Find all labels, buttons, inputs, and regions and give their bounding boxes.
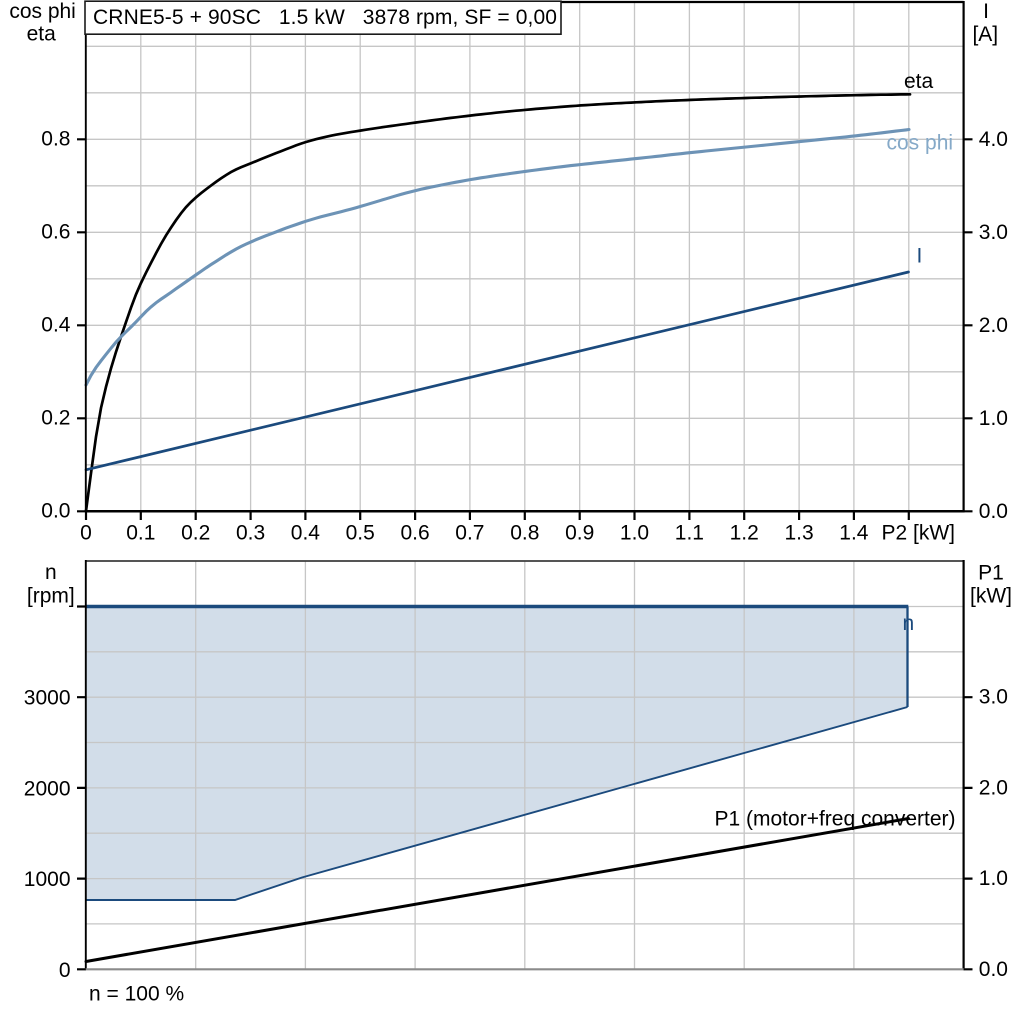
svg-text:0.7: 0.7 <box>455 521 484 544</box>
svg-text:2.0: 2.0 <box>979 776 1008 799</box>
svg-text:[kW]: [kW] <box>970 585 1012 608</box>
svg-text:1000: 1000 <box>24 868 71 891</box>
svg-text:[A]: [A] <box>972 23 998 46</box>
svg-text:0.9: 0.9 <box>565 521 594 544</box>
svg-text:0: 0 <box>80 521 92 544</box>
svg-text:0.8: 0.8 <box>510 521 539 544</box>
svg-text:0.6: 0.6 <box>400 521 429 544</box>
svg-text:P2 [kW]: P2 [kW] <box>882 521 956 544</box>
svg-text:0.2: 0.2 <box>181 521 210 544</box>
svg-text:2000: 2000 <box>24 777 71 800</box>
svg-text:n = 100 %: n = 100 % <box>89 983 184 1006</box>
svg-text:P1 (motor+freq converter): P1 (motor+freq converter) <box>715 808 956 831</box>
svg-text:0.8: 0.8 <box>41 128 70 151</box>
svg-text:[rpm]: [rpm] <box>27 584 75 607</box>
svg-text:0: 0 <box>59 959 71 982</box>
svg-text:3.0: 3.0 <box>979 221 1008 244</box>
svg-text:n: n <box>903 612 915 635</box>
svg-text:n: n <box>45 561 57 584</box>
svg-text:P1: P1 <box>978 562 1004 585</box>
svg-text:1.0: 1.0 <box>620 521 649 544</box>
svg-text:0.4: 0.4 <box>41 314 71 337</box>
svg-text:1.3: 1.3 <box>784 521 813 544</box>
svg-text:0.1: 0.1 <box>126 521 155 544</box>
svg-text:eta: eta <box>27 22 57 45</box>
svg-text:4.0: 4.0 <box>979 128 1008 151</box>
svg-text:I: I <box>917 245 923 268</box>
svg-text:1.4: 1.4 <box>839 521 869 544</box>
svg-text:3.0: 3.0 <box>979 686 1008 709</box>
svg-text:0.6: 0.6 <box>41 221 70 244</box>
svg-text:0.2: 0.2 <box>41 407 70 430</box>
svg-text:2.0: 2.0 <box>979 314 1008 337</box>
svg-text:1.1: 1.1 <box>675 521 704 544</box>
svg-text:CRNE5-5 + 90SC 1.5 kW 3878: CRNE5-5 + 90SC 1.5 kW 3878 rpm, SF = 0,0… <box>93 6 557 29</box>
svg-text:cos phi: cos phi <box>9 0 76 23</box>
svg-text:0.3: 0.3 <box>236 521 265 544</box>
svg-text:I: I <box>983 0 989 23</box>
svg-text:eta: eta <box>904 70 934 93</box>
svg-text:0.0: 0.0 <box>41 500 70 523</box>
svg-text:0.4: 0.4 <box>291 521 321 544</box>
svg-text:1.2: 1.2 <box>730 521 759 544</box>
svg-text:0.5: 0.5 <box>346 521 375 544</box>
svg-text:1.0: 1.0 <box>979 867 1008 890</box>
svg-text:0.0: 0.0 <box>979 500 1008 523</box>
svg-text:0.0: 0.0 <box>979 958 1008 981</box>
svg-text:cos phi: cos phi <box>887 132 954 155</box>
svg-text:1.0: 1.0 <box>979 407 1008 430</box>
svg-text:3000: 3000 <box>24 687 71 710</box>
